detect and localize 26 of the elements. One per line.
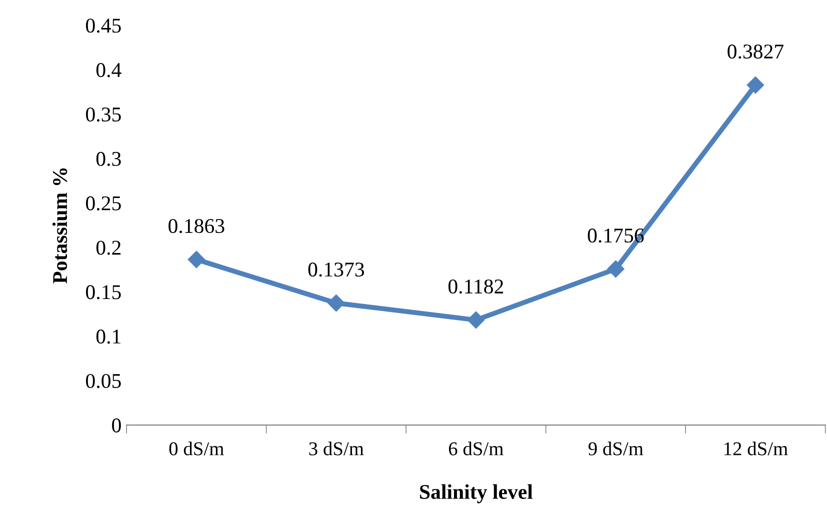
- point: [746, 76, 764, 94]
- data-label: 0.1863: [168, 218, 224, 234]
- point: [467, 311, 484, 329]
- x-tick-label: 12 dS/m: [724, 442, 788, 456]
- point: [188, 250, 205, 268]
- y-tick-label: 0.2: [96, 240, 121, 255]
- y-tick-label: 0.25: [86, 196, 121, 210]
- y-tick-label: 0.4: [96, 63, 122, 78]
- point: [607, 260, 624, 278]
- x-tick-label: 6 dS/m: [448, 442, 504, 456]
- y-tick-label: 0.05: [86, 374, 121, 388]
- point: [328, 294, 345, 312]
- y-tick-label: 0: [112, 418, 121, 432]
- y-tick-label: 0.15: [86, 285, 121, 300]
- x-tick-label: 0 dS/m: [169, 442, 224, 456]
- y-tick-label: 0.3: [96, 152, 121, 166]
- y-axis-title: Potassium %: [52, 168, 68, 284]
- data-label: 0.1373: [308, 262, 364, 277]
- x-axis-title: Salinity level: [420, 484, 533, 504]
- y-tick-label: 0.45: [86, 18, 121, 33]
- data-label: 0.3827: [728, 44, 784, 59]
- x-tick-label: 3 dS/m: [309, 442, 364, 456]
- data-label: 0.1182: [448, 279, 504, 294]
- y-tick-label: 0.1: [96, 330, 120, 344]
- x-tick-label: 9 dS/m: [588, 442, 644, 456]
- y-tick-label: 0.35: [86, 107, 121, 122]
